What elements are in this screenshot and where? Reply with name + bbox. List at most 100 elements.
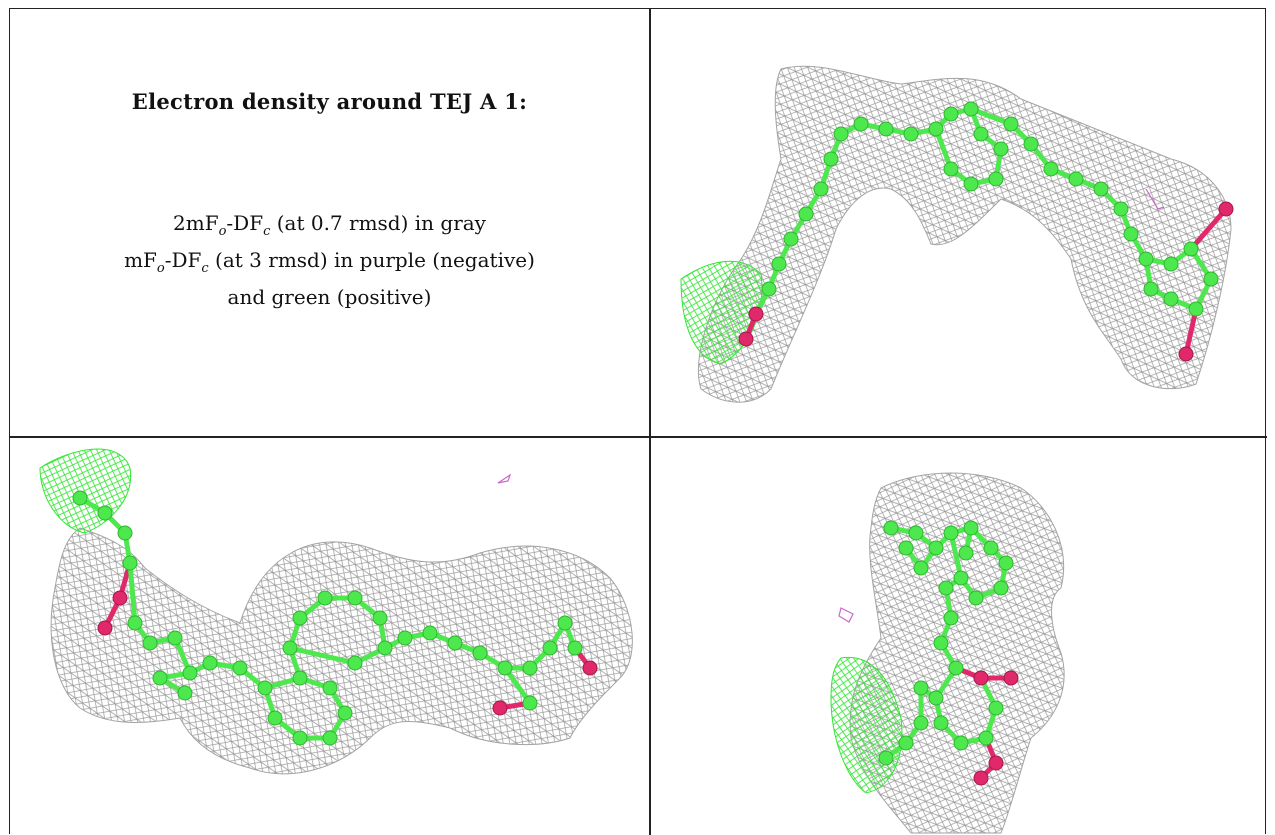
carbon-atom — [1183, 241, 1199, 257]
carbon-atom — [878, 750, 894, 766]
carbon-atom — [1043, 161, 1059, 177]
carbon-atom — [988, 171, 1004, 187]
carbon-atom — [948, 660, 964, 676]
density-legend: 2mFo-DFc (at 0.7 rmsd) in gray mFo-DFc (… — [10, 209, 649, 312]
oxygen-atom — [582, 660, 598, 676]
carbon-atom — [993, 141, 1009, 157]
legend-text: (at 0.7 rmsd) in gray — [270, 211, 486, 235]
density-view-1-image — [680, 65, 1234, 403]
carbon-atom — [267, 710, 283, 726]
oxygen-atom — [988, 755, 1004, 771]
carbon-atom — [823, 151, 839, 167]
carbon-atom — [1163, 291, 1179, 307]
density-view-2 — [10, 438, 649, 835]
oxygen-atom — [973, 670, 989, 686]
carbon-atom — [903, 126, 919, 142]
carbon-atom — [943, 610, 959, 626]
carbon-atom — [813, 181, 829, 197]
carbon-atom — [1188, 301, 1204, 317]
legend-subscript: o — [156, 261, 165, 276]
carbon-atom — [1163, 256, 1179, 272]
carbon-atom — [988, 700, 1004, 716]
table-divider-vertical — [649, 9, 651, 835]
legend-text: (at 3 rmsd) in purple (negative) — [208, 248, 535, 272]
carbon-atom — [913, 680, 929, 696]
legend-line-2fofc: 2mFo-DFc (at 0.7 rmsd) in gray — [10, 209, 649, 246]
carbon-atom — [322, 730, 338, 746]
carbon-atom — [998, 555, 1014, 571]
oxygen-atom — [738, 331, 754, 347]
density-mesh-purple — [838, 607, 854, 623]
carbon-atom — [908, 525, 924, 541]
legend-text: -DF — [226, 211, 264, 235]
carbon-atom — [117, 525, 133, 541]
density-mesh-gray — [697, 65, 1232, 403]
carbon-atom — [232, 660, 248, 676]
carbon-atom — [447, 635, 463, 651]
carbon-atom — [761, 281, 777, 297]
carbon-atom — [771, 256, 787, 272]
bond — [1188, 206, 1229, 252]
carbon-atom — [833, 126, 849, 142]
legend-line-fofc: mFo-DFc (at 3 rmsd) in purple (negative) — [10, 246, 649, 283]
carbon-atom — [1023, 136, 1039, 152]
table-divider-horizontal — [10, 436, 1267, 438]
oxygen-atom — [1178, 346, 1194, 362]
carbon-atom — [167, 630, 183, 646]
carbon-atom — [1138, 251, 1154, 267]
carbon-atom — [943, 106, 959, 122]
carbon-atom — [798, 206, 814, 222]
carbon-atom — [497, 660, 513, 676]
carbon-atom — [993, 580, 1009, 596]
carbon-atom — [522, 695, 538, 711]
carbon-atom — [898, 735, 914, 751]
carbon-atom — [152, 670, 168, 686]
carbon-atom — [472, 645, 488, 661]
density-view-1 — [651, 9, 1265, 436]
carbon-atom — [1068, 171, 1084, 187]
legend-subscript: o — [218, 224, 227, 239]
carbon-atom — [377, 640, 393, 656]
oxygen-atom — [1003, 670, 1019, 686]
carbon-atom — [542, 640, 558, 656]
density-mesh-purple — [497, 473, 512, 484]
carbon-atom — [122, 555, 138, 571]
carbon-atom — [422, 625, 438, 641]
bond — [1183, 306, 1199, 357]
molecule-model — [72, 490, 598, 746]
carbon-atom — [557, 615, 573, 631]
figure-table: Electron density around TEJ A 1: 2mFo-DF… — [9, 8, 1267, 835]
carbon-atom — [978, 730, 994, 746]
carbon-atom — [943, 525, 959, 541]
carbon-atom — [97, 505, 113, 521]
carbon-atom — [257, 680, 273, 696]
density-mesh-gray — [50, 527, 633, 775]
carbon-atom — [913, 560, 929, 576]
legend-subscript: c — [201, 261, 209, 276]
carbon-atom — [347, 590, 363, 606]
oxygen-atom — [492, 700, 508, 716]
density-view-3-image — [830, 472, 1065, 834]
carbon-atom — [878, 121, 894, 137]
carbon-atom — [397, 630, 413, 646]
carbon-atom — [913, 715, 929, 731]
oxygen-atom — [748, 306, 764, 322]
carbon-atom — [347, 655, 363, 671]
density-view-2-image — [39, 448, 633, 775]
carbon-atom — [292, 670, 308, 686]
carbon-atom — [968, 590, 984, 606]
carbon-atom — [322, 680, 338, 696]
carbon-atom — [567, 640, 583, 656]
carbon-atom — [883, 520, 899, 536]
oxygen-atom — [97, 620, 113, 636]
carbon-atom — [292, 610, 308, 626]
caption-title: Electron density around TEJ A 1: — [131, 89, 528, 114]
carbon-atom — [317, 590, 333, 606]
carbon-atom — [177, 685, 193, 701]
carbon-atom — [1143, 281, 1159, 297]
carbon-atom — [72, 490, 88, 506]
carbon-atom — [928, 690, 944, 706]
caption-cell: Electron density around TEJ A 1: 2mFo-DF… — [10, 9, 649, 436]
carbon-atom — [938, 580, 954, 596]
legend-text: -DF — [164, 248, 202, 272]
